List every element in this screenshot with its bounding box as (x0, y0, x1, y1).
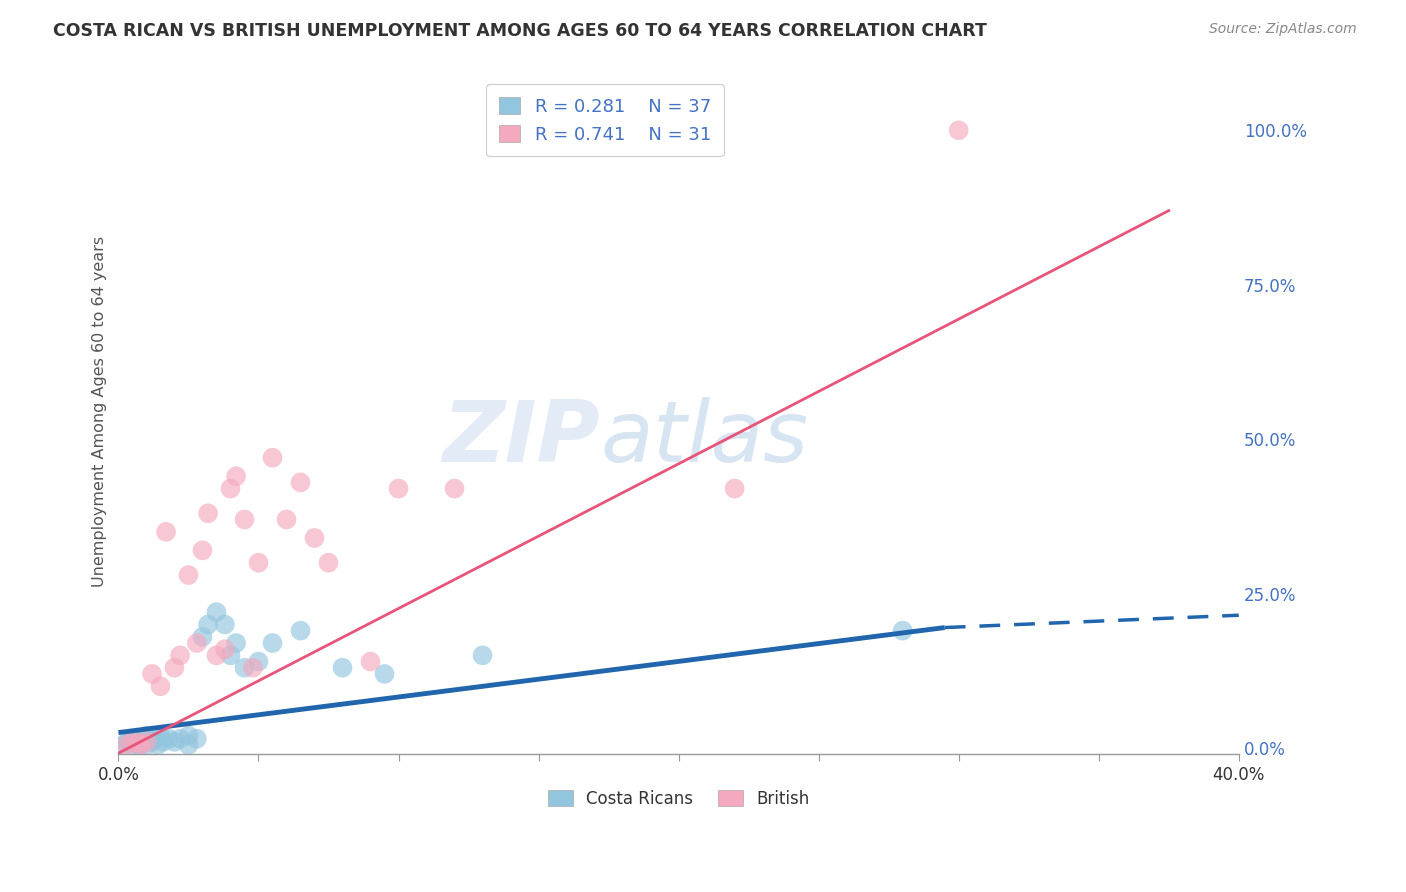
Point (214, 642, 236, 657)
Point (891, 624, 914, 638)
Text: ZIP: ZIP (443, 397, 600, 480)
Point (169, 648, 191, 663)
Point (471, 648, 494, 663)
Point (225, 469, 247, 483)
Point (233, 661, 256, 675)
Point (177, 729, 200, 743)
Point (121, 735, 143, 749)
Point (242, 661, 264, 675)
Point (225, 636, 247, 650)
Point (115, 738, 138, 752)
Point (163, 661, 186, 675)
Y-axis label: Unemployment Among Ages 60 to 64 years: Unemployment Among Ages 60 to 64 years (93, 235, 107, 587)
Point (127, 735, 149, 749)
Point (129, 738, 152, 752)
Point (304, 531, 326, 545)
Point (205, 605, 228, 619)
Point (149, 679, 172, 693)
Point (143, 731, 166, 746)
Point (262, 636, 284, 650)
Point (205, 648, 228, 663)
Point (723, 482, 745, 496)
Point (290, 624, 312, 638)
Point (197, 506, 219, 520)
Text: COSTA RICAN VS BRITISH UNEMPLOYMENT AMONG AGES 60 TO 64 YEARS CORRELATION CHART: COSTA RICAN VS BRITISH UNEMPLOYMENT AMON… (53, 22, 987, 40)
Point (186, 731, 208, 746)
Point (387, 482, 409, 496)
Point (141, 735, 163, 749)
Legend: Costa Ricans, British: Costa Ricans, British (541, 783, 817, 814)
Point (127, 738, 149, 752)
Point (373, 666, 395, 681)
Point (141, 666, 163, 681)
Point (197, 617, 219, 632)
Point (332, 661, 354, 675)
Point (157, 731, 180, 746)
Point (276, 512, 298, 526)
Point (318, 556, 340, 570)
Point (115, 735, 138, 749)
Point (177, 738, 200, 752)
Point (247, 556, 270, 570)
Point (118, 735, 141, 749)
Point (360, 655, 382, 669)
Point (948, 123, 970, 137)
Point (290, 475, 312, 490)
Point (127, 736, 149, 750)
Point (135, 729, 157, 743)
Point (132, 731, 155, 746)
Point (155, 524, 177, 539)
Point (129, 738, 152, 752)
Point (121, 735, 143, 749)
Point (163, 735, 186, 749)
Point (177, 568, 200, 582)
Point (152, 735, 174, 749)
Point (214, 617, 236, 632)
Point (262, 450, 284, 465)
Point (135, 738, 157, 752)
Point (191, 630, 214, 644)
Point (219, 648, 242, 663)
Point (135, 735, 157, 749)
Text: atlas: atlas (600, 397, 808, 480)
Point (149, 729, 172, 743)
Point (121, 738, 143, 752)
Point (191, 543, 214, 558)
Point (233, 512, 256, 526)
Point (186, 636, 208, 650)
Point (124, 731, 146, 746)
Point (146, 738, 169, 752)
Point (247, 655, 270, 669)
Point (169, 731, 191, 746)
Point (443, 482, 465, 496)
Text: Source: ZipAtlas.com: Source: ZipAtlas.com (1209, 22, 1357, 37)
Point (112, 738, 135, 752)
Point (219, 482, 242, 496)
